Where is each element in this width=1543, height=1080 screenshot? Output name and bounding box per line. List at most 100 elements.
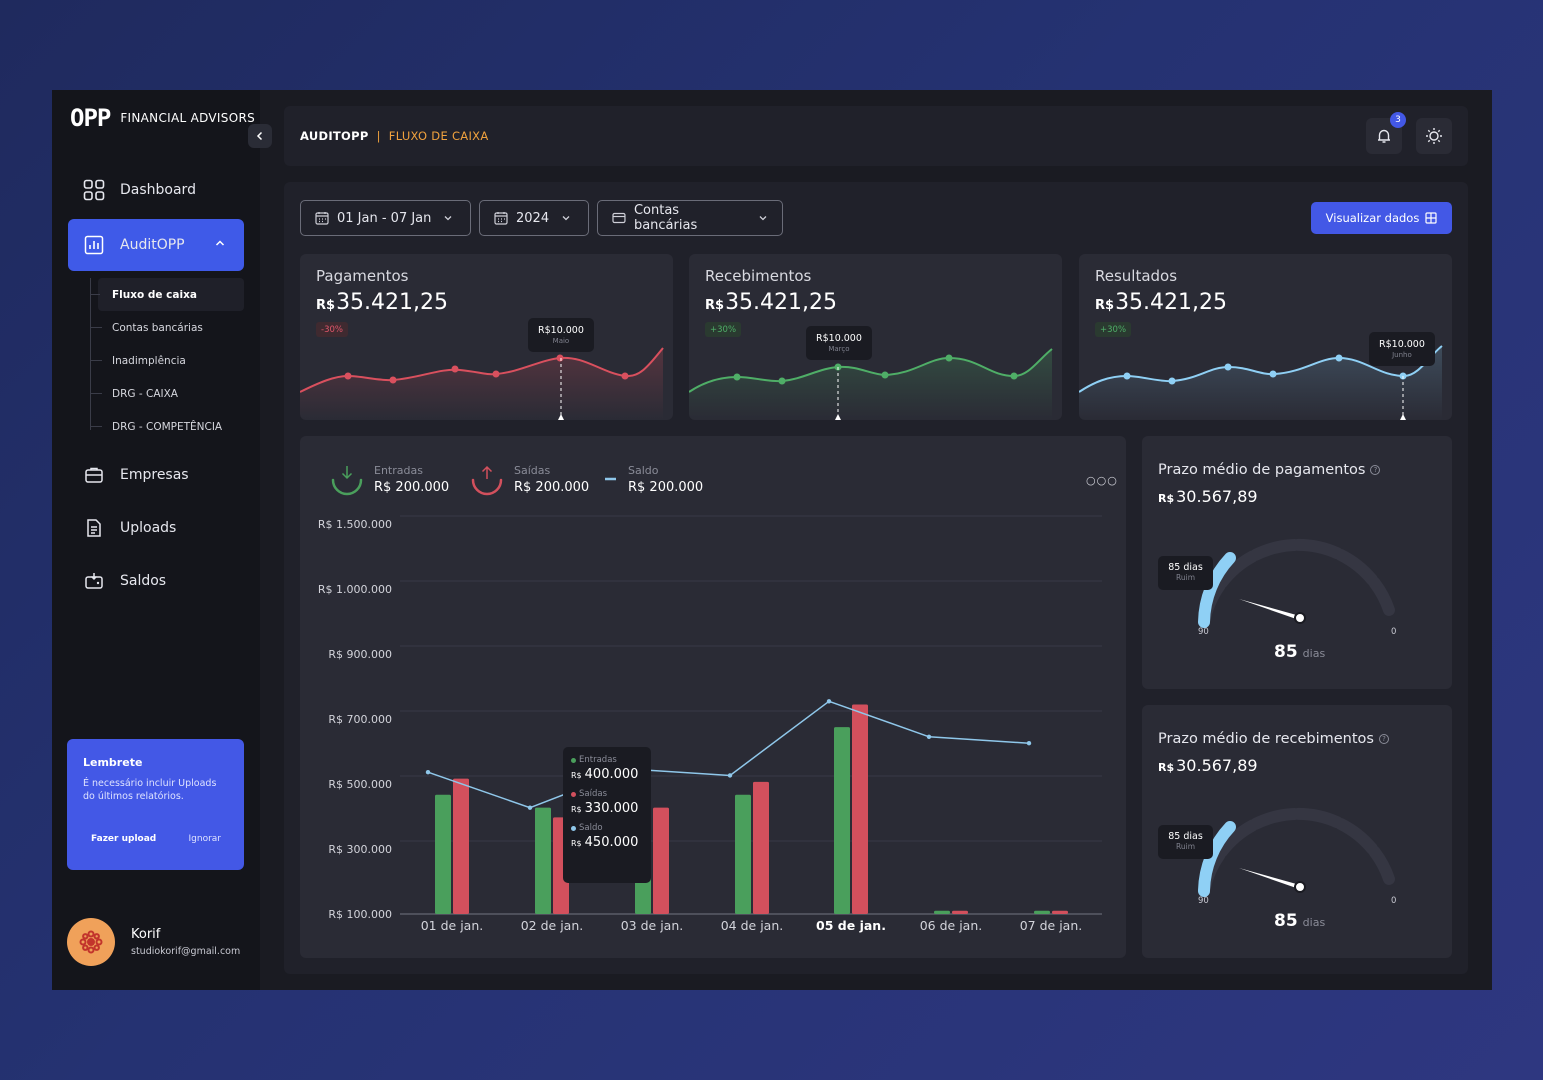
user-email: studiokorif@gmail.com (131, 946, 241, 957)
bar-saidas[interactable] (453, 778, 469, 914)
collapse-sidebar-button[interactable] (248, 124, 272, 148)
arrow-up-gauge-icon (471, 465, 503, 496)
submenu-item-fluxo-de-caixa[interactable]: Fluxo de caixa (90, 278, 244, 311)
sidebar-item-label: Empresas (120, 467, 189, 483)
kpi-tooltip: R$10.000 Março (806, 326, 872, 360)
bar-entradas[interactable] (535, 807, 551, 914)
saldo-point[interactable] (425, 770, 431, 775)
gauge-tooltip-value: 85 dias (1168, 831, 1203, 842)
more-options-icon[interactable]: ○○○ (1086, 474, 1118, 487)
bar-saidas[interactable] (852, 704, 868, 914)
bar-entradas[interactable] (735, 794, 751, 914)
help-icon[interactable]: ? (1370, 465, 1381, 475)
kpi-card-recebimentos[interactable]: Recebimentos R$35.421,25 +30% R$10.000 M… (689, 254, 1062, 420)
kpi-point[interactable] (778, 377, 786, 385)
kpi-point[interactable] (1123, 372, 1131, 380)
kpi-point[interactable] (1010, 372, 1018, 380)
kpi-point[interactable] (389, 376, 397, 384)
kpi-card-pagamentos[interactable]: Pagamentos R$35.421,25 -30% R$10.000 Mai… (300, 254, 673, 420)
bar-saidas[interactable] (753, 781, 769, 914)
sidebar-item-auditopp[interactable]: AuditOPP (68, 219, 244, 271)
bar-entradas[interactable] (1034, 910, 1050, 914)
saldo-point[interactable] (826, 699, 832, 704)
kpi-point[interactable] (1224, 363, 1232, 371)
theme-toggle-button[interactable] (1416, 118, 1452, 154)
legend-saidas[interactable]: Saídas R$ 200.000 (470, 462, 589, 496)
help-icon[interactable]: ? (1378, 734, 1389, 744)
tooltip-currency: R$ (571, 839, 582, 848)
kpi-amount: 35.421,25 (336, 290, 449, 315)
view-data-button[interactable]: Visualizar dados (1311, 202, 1452, 234)
bar-saidas[interactable] (952, 910, 968, 914)
y-tick-label: R$ 700.000 (328, 713, 392, 726)
tooltip-currency: R$ (571, 805, 582, 814)
gauge-title: Prazo médio de pagamentos? (1158, 462, 1381, 478)
kpi-point[interactable] (492, 370, 500, 378)
kpi-tooltip-value: R$10.000 (816, 333, 862, 344)
sidebar-item-dashboard[interactable]: Dashboard (68, 164, 244, 216)
kpi-point[interactable] (621, 372, 629, 380)
saldo-point[interactable] (1026, 741, 1032, 746)
breadcrumb-root[interactable]: AUDITOPP (300, 129, 369, 143)
sidebar-item-label: AuditOPP (120, 237, 185, 253)
kpi-card-resultados[interactable]: Resultados R$35.421,25 +30% R$10.000 Jun… (1079, 254, 1452, 420)
gauge-title-text: Prazo médio de recebimentos (1158, 731, 1374, 747)
bar-entradas[interactable] (934, 910, 950, 914)
gauge-card-recebimentos[interactable]: Prazo médio de recebimentos? R$ 30.567,89… (1142, 705, 1452, 958)
ignore-button[interactable]: Ignorar (188, 834, 222, 844)
saldo-point[interactable] (727, 773, 733, 778)
accounts-select[interactable]: Contas bancárias (597, 200, 783, 236)
app-window: OPP FINANCIAL ADVISORS Dashboard AuditOP… (52, 90, 1492, 990)
bar-entradas[interactable] (834, 727, 850, 914)
gauge-min-label: 90 (1198, 627, 1209, 637)
reminder-card: Lembrete É necessário incluir Uploads do… (67, 739, 244, 870)
briefcase-icon (82, 463, 106, 487)
bar-saidas[interactable] (653, 807, 669, 914)
gauge-min-label: 90 (1198, 896, 1209, 906)
gauge-value: R$ 30.567,89 (1158, 487, 1258, 506)
grid-icon (82, 178, 106, 202)
kpi-point[interactable] (1269, 370, 1277, 378)
sidebar-item-saldos[interactable]: Saldos (68, 555, 244, 607)
kpi-point[interactable] (733, 373, 741, 381)
sidebar-item-empresas[interactable]: Empresas (68, 449, 244, 501)
submenu-item-drg-caixa[interactable]: DRG - CAIXA (90, 377, 244, 410)
kpi-point[interactable] (1335, 354, 1343, 362)
bar-entradas[interactable] (435, 794, 451, 914)
saldo-point[interactable] (926, 734, 932, 739)
kpi-point[interactable] (344, 372, 352, 380)
submenu-item-inadimplencia[interactable]: Inadimplência (90, 344, 244, 377)
legend-saldo[interactable]: Saldo R$ 200.000 (604, 462, 703, 496)
kpi-point[interactable] (556, 354, 564, 362)
legend-entradas[interactable]: Entradas R$ 200.000 (330, 462, 449, 496)
wallet-icon (82, 569, 106, 593)
chevron-left-icon (256, 131, 263, 141)
submenu-item-contas-bancarias[interactable]: Contas bancárias (90, 311, 244, 344)
gauge-currency: R$ (1158, 492, 1175, 505)
upload-button[interactable]: Fazer upload (91, 834, 157, 844)
period-select[interactable]: 01 Jan - 07 Jan (300, 200, 471, 236)
kpi-point[interactable] (451, 365, 459, 373)
kpi-change-badge: +30% (1095, 322, 1132, 337)
kpi-currency: R$ (705, 298, 725, 313)
reminder-actions: Fazer upload Ignorar (91, 834, 221, 844)
reminder-title: Lembrete (83, 756, 143, 769)
kpi-point[interactable] (945, 354, 953, 362)
submenu-item-drg-competencia[interactable]: DRG - COMPETÊNCIA (90, 410, 244, 443)
year-select[interactable]: 2024 (479, 200, 589, 236)
sidebar-item-uploads[interactable]: Uploads (68, 502, 244, 554)
bar-saidas[interactable] (1052, 910, 1068, 914)
kpi-point[interactable] (1168, 377, 1176, 385)
kpi-amount: 35.421,25 (1115, 290, 1228, 315)
brand-logo[interactable]: OPP FINANCIAL ADVISORS (70, 104, 255, 132)
gauge-title: Prazo médio de recebimentos? (1158, 731, 1389, 747)
chevron-down-icon (562, 216, 570, 221)
gauge-card-pagamentos[interactable]: Prazo médio de pagamentos? R$ 30.567,89 8… (1142, 436, 1452, 689)
saldo-point[interactable] (527, 805, 533, 810)
kpi-point[interactable] (881, 371, 889, 379)
saldo-line (427, 700, 1030, 809)
line-dash-icon (605, 477, 616, 481)
user-profile[interactable]: Korif studiokorif@gmail.com (67, 918, 240, 966)
legend-value: R$ 200.000 (374, 479, 450, 495)
